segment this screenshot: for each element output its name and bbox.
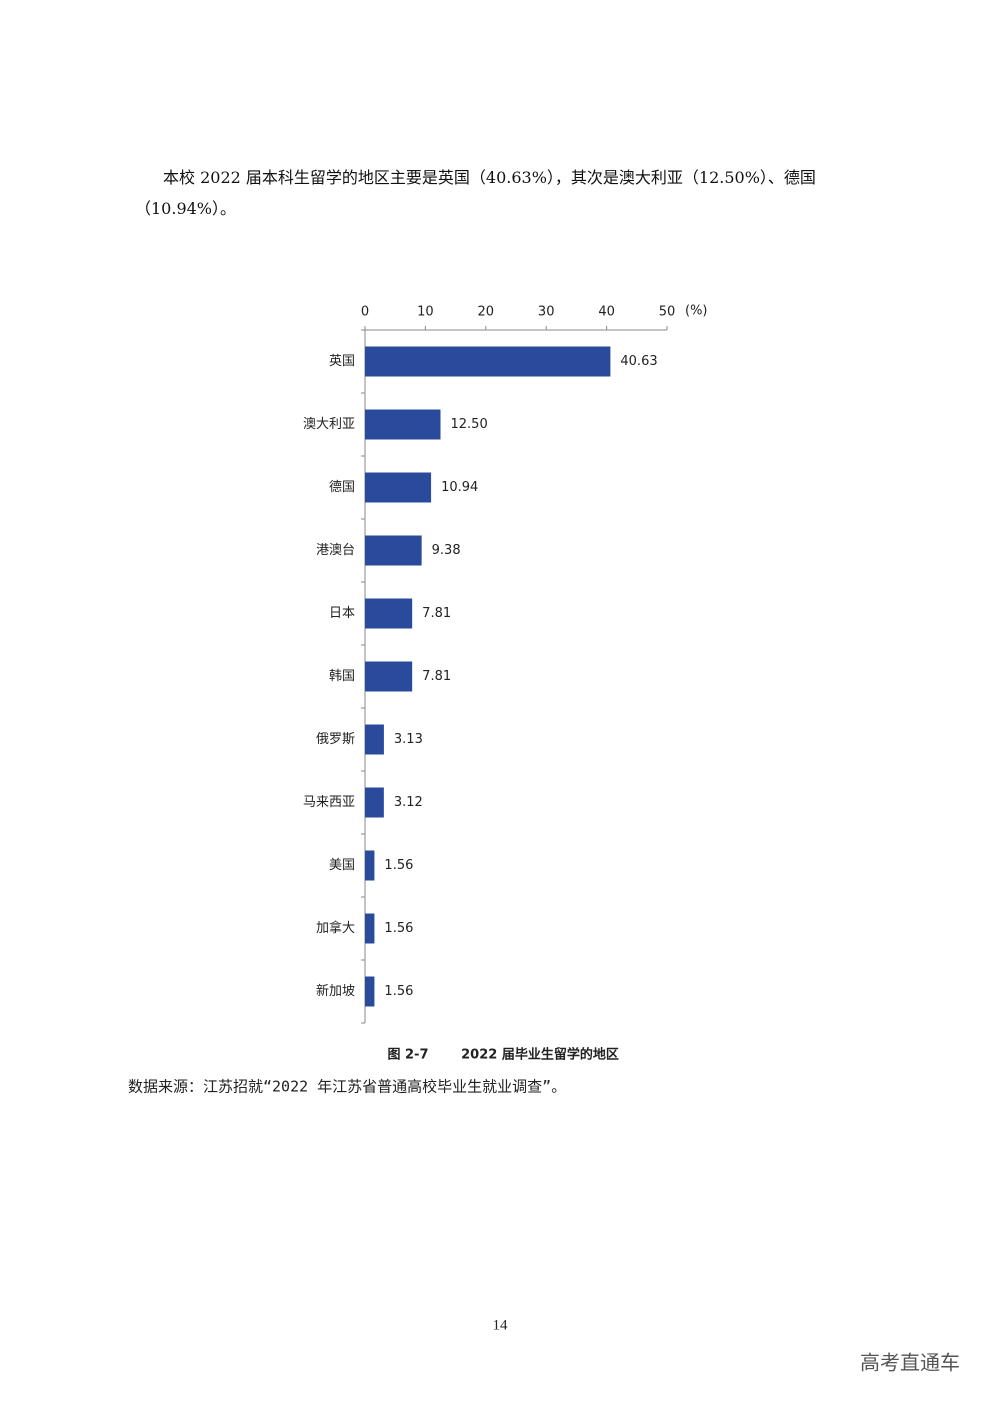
page-number: 14 (493, 1317, 509, 1333)
value-label: 10.94 (441, 480, 478, 495)
value-label: 40.63 (620, 354, 657, 369)
value-label: 3.12 (394, 795, 423, 810)
x-tick-label: 10 (417, 305, 434, 320)
y-tick-label: 澳大利亚 (303, 416, 355, 432)
x-tick-label: 40 (598, 305, 615, 320)
value-label: 3.13 (394, 732, 423, 747)
watermark: 高考直通车 (860, 1351, 960, 1375)
x-axis-unit: (%) (685, 304, 708, 319)
bar (365, 661, 413, 692)
x-tick-label: 20 (478, 305, 495, 320)
y-tick-label: 港澳台 (316, 542, 355, 558)
bar (365, 724, 384, 755)
bar (365, 913, 375, 944)
source-note: 数据来源：江苏招就“2022 年江苏省普通高校毕业生就业调查”。 (128, 1078, 566, 1096)
figure-number: 图 2-7 (387, 1048, 428, 1063)
y-tick-label: 韩国 (329, 669, 355, 684)
bar (365, 787, 384, 818)
figure-title: 2022 届毕业生留学的地区 (461, 1047, 619, 1063)
y-tick-label: 英国 (329, 354, 355, 369)
bar (365, 535, 422, 566)
bar (365, 976, 375, 1007)
x-tick-label: 0 (361, 305, 369, 320)
x-tick-label: 50 (659, 305, 676, 320)
y-tick-label: 俄罗斯 (316, 732, 355, 747)
bar (365, 850, 375, 881)
value-label: 9.38 (432, 543, 461, 558)
value-label: 7.81 (422, 606, 451, 621)
bar (365, 346, 611, 377)
value-label: 12.50 (451, 417, 488, 432)
bar (365, 472, 432, 503)
value-label: 1.56 (384, 858, 413, 873)
y-tick-label: 日本 (329, 606, 355, 621)
paragraph: 本校 2022 届本科生留学的地区主要是英国（40.63%），其次是澳大利亚（1… (135, 168, 816, 218)
y-tick-label: 德国 (329, 480, 355, 495)
bar (365, 598, 413, 629)
value-label: 1.56 (384, 921, 413, 936)
y-tick-label: 马来西亚 (303, 795, 355, 810)
y-tick-label: 美国 (329, 858, 355, 873)
y-tick-label: 加拿大 (316, 920, 355, 936)
y-tick-label: 新加坡 (316, 983, 355, 999)
bar (365, 409, 441, 440)
value-label: 7.81 (422, 669, 451, 684)
x-tick-label: 30 (538, 305, 555, 320)
value-label: 1.56 (384, 984, 413, 999)
